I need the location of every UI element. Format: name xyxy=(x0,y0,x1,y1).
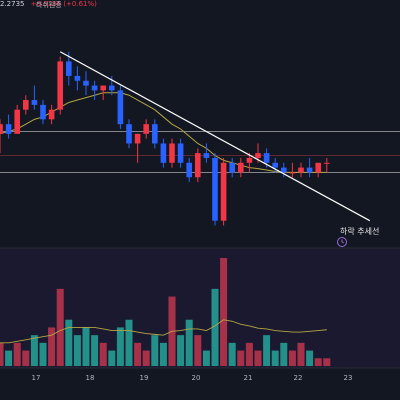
candle-body xyxy=(152,124,158,144)
volume-bar xyxy=(82,327,90,366)
volume-bar xyxy=(56,288,64,366)
volume-bar xyxy=(263,335,271,366)
volume-bar xyxy=(185,319,193,366)
candle-body xyxy=(0,124,3,134)
volume-bar xyxy=(73,335,81,366)
volume-bar xyxy=(39,342,47,366)
volume-bar xyxy=(323,358,331,366)
candle-body xyxy=(48,109,55,120)
volume-bar xyxy=(151,335,159,366)
volume-bar xyxy=(65,319,73,366)
volume-bar xyxy=(288,350,296,366)
price-change: +0.0138 (+0.61%) xyxy=(30,0,97,8)
volume-bar xyxy=(99,342,107,366)
volume-bar xyxy=(0,342,4,366)
volume-bar xyxy=(228,342,236,366)
x-axis-tick-label: 19 xyxy=(140,374,149,382)
candle-body xyxy=(203,153,210,158)
alarm-clock-icon[interactable] xyxy=(336,236,348,248)
trendline-label: 하락 추세선 xyxy=(340,227,380,236)
candle-body xyxy=(298,167,304,173)
candle-body xyxy=(306,167,313,173)
volume-bar xyxy=(297,342,305,366)
volume-bar xyxy=(254,350,262,366)
candle-body xyxy=(143,124,149,134)
candle-body xyxy=(23,100,29,110)
candle-body xyxy=(229,162,235,173)
candle-body xyxy=(109,85,115,91)
moving-average-line xyxy=(0,92,327,173)
candle-body xyxy=(100,85,106,91)
candle-body xyxy=(74,75,81,81)
volume-bar xyxy=(306,350,314,366)
candle-body xyxy=(220,162,227,221)
volume-bar xyxy=(159,342,167,366)
volume-bar xyxy=(22,350,30,366)
x-axis-tick-label: 18 xyxy=(86,374,95,382)
header-label: 라쉬웬증 xyxy=(36,1,62,9)
x-axis-tick-label: 21 xyxy=(244,374,253,382)
volume-ma-line xyxy=(0,319,327,344)
candle-body xyxy=(83,80,89,86)
candle-body xyxy=(57,61,63,110)
candle-body xyxy=(91,85,98,91)
volume-bar xyxy=(134,342,142,366)
candle-body xyxy=(289,172,296,174)
volume-bar xyxy=(13,342,21,366)
volume-bar xyxy=(211,288,219,366)
downtrend-line xyxy=(59,51,371,222)
x-axis-tick-label: 20 xyxy=(192,374,201,382)
candle-body xyxy=(5,124,12,134)
x-axis-tick-label: 22 xyxy=(294,374,303,382)
candle-body xyxy=(195,153,201,178)
volume-bar xyxy=(220,258,228,366)
candle-body xyxy=(281,167,287,173)
volume-bar xyxy=(108,350,116,366)
candle-body xyxy=(169,143,175,163)
volume-bar xyxy=(30,335,38,366)
volume-bar xyxy=(48,327,56,366)
candle-body xyxy=(40,104,46,120)
candle-body xyxy=(272,162,278,168)
candle-body xyxy=(315,162,321,173)
candle-body xyxy=(126,124,132,144)
candle-body xyxy=(212,157,218,221)
volume-bar xyxy=(91,335,99,366)
candle-body xyxy=(66,61,72,76)
x-axis-tick-label: 23 xyxy=(344,374,353,382)
candle-body xyxy=(246,157,253,163)
volume-bar xyxy=(202,350,210,366)
candle-body xyxy=(117,90,124,125)
volume-bar xyxy=(142,350,150,366)
candle-body xyxy=(186,162,192,178)
candle-body xyxy=(14,109,20,134)
volume-bar xyxy=(280,342,288,366)
volume-bar xyxy=(237,350,245,366)
candle-body xyxy=(31,100,38,105)
x-axis-tick-label: 17 xyxy=(32,374,41,382)
candle-body xyxy=(324,162,330,164)
price-header: 2.2735 +0.0138 (+0.61%) 라쉬웬증 xyxy=(0,0,97,9)
volume-bar xyxy=(314,358,322,366)
candle-body xyxy=(177,143,184,163)
candle-body xyxy=(255,153,261,158)
candle-body xyxy=(134,133,141,144)
volume-bar xyxy=(116,327,124,366)
volume-bar xyxy=(271,350,279,366)
volume-bar xyxy=(5,350,13,366)
candle-body xyxy=(160,143,167,163)
candle-body xyxy=(263,153,270,163)
price-value: 2.2735 xyxy=(0,0,25,8)
volume-bar xyxy=(194,335,202,366)
candle-body xyxy=(238,162,244,173)
volume-bar xyxy=(245,342,253,366)
volume-bar xyxy=(177,335,185,366)
volume-bar xyxy=(125,319,133,366)
